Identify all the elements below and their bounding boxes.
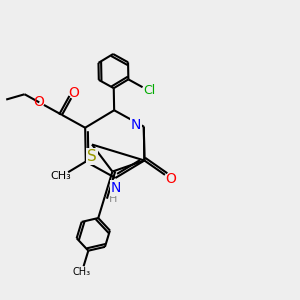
- Text: Cl: Cl: [143, 84, 155, 97]
- Text: O: O: [165, 172, 176, 185]
- Text: CH₃: CH₃: [51, 172, 71, 182]
- Text: O: O: [69, 86, 80, 100]
- Text: H: H: [108, 194, 117, 204]
- Text: N: N: [130, 118, 141, 132]
- Text: S: S: [87, 149, 97, 164]
- Text: CH₃: CH₃: [73, 267, 91, 277]
- Text: O: O: [33, 95, 44, 109]
- Text: N: N: [110, 181, 121, 195]
